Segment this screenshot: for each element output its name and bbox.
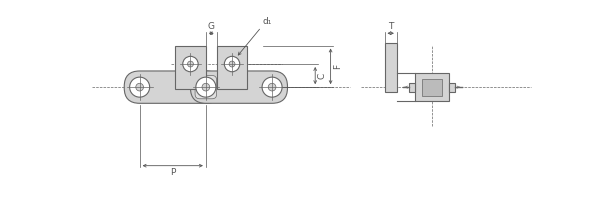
- Circle shape: [262, 77, 282, 97]
- Text: C: C: [317, 72, 326, 79]
- Circle shape: [183, 56, 198, 72]
- Circle shape: [130, 77, 149, 97]
- Circle shape: [224, 56, 240, 72]
- Bar: [449, 83, 455, 92]
- Circle shape: [136, 83, 143, 91]
- Bar: [175, 46, 206, 89]
- Circle shape: [202, 83, 210, 91]
- Text: G: G: [208, 22, 215, 31]
- Circle shape: [229, 61, 235, 67]
- FancyBboxPatch shape: [190, 71, 287, 103]
- Bar: [217, 46, 247, 89]
- FancyBboxPatch shape: [195, 75, 217, 99]
- Text: T: T: [388, 22, 394, 31]
- Text: P: P: [170, 168, 175, 177]
- Bar: [385, 43, 397, 92]
- Text: F: F: [333, 64, 342, 69]
- Text: d₁: d₁: [263, 17, 272, 26]
- Circle shape: [188, 61, 193, 67]
- Bar: [422, 79, 442, 96]
- Bar: [415, 73, 449, 101]
- Circle shape: [268, 83, 276, 91]
- Circle shape: [196, 77, 216, 97]
- FancyBboxPatch shape: [124, 71, 221, 103]
- Bar: [409, 83, 415, 92]
